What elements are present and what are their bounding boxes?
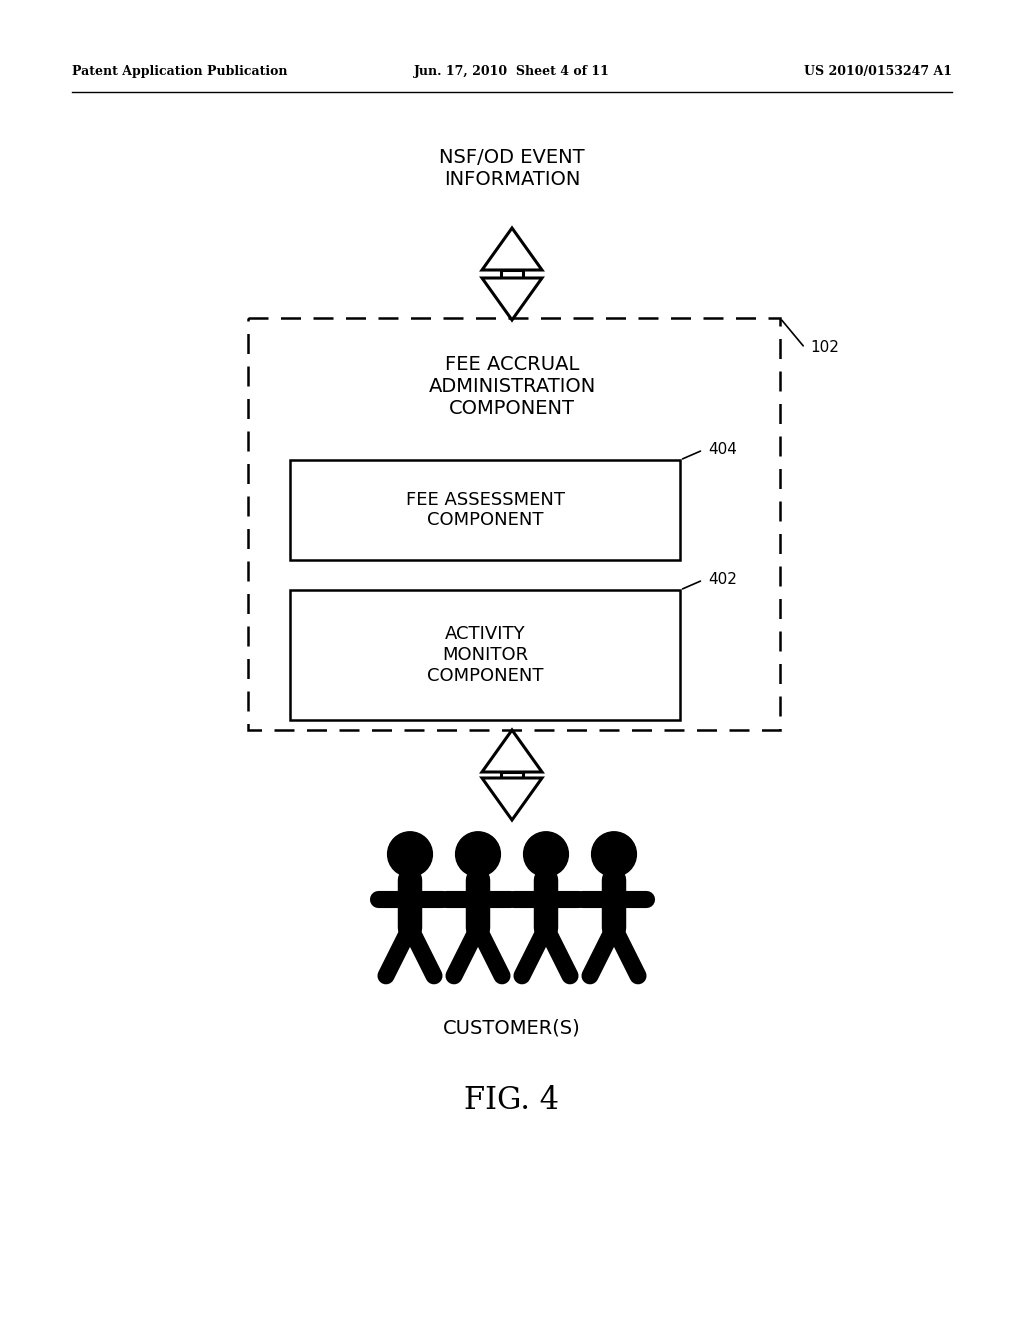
Text: 404: 404	[708, 442, 737, 458]
Text: 102: 102	[810, 341, 839, 355]
Circle shape	[456, 832, 501, 876]
Circle shape	[592, 832, 636, 876]
Text: US 2010/0153247 A1: US 2010/0153247 A1	[804, 66, 952, 78]
Text: FIG. 4: FIG. 4	[465, 1085, 559, 1115]
Polygon shape	[482, 279, 542, 319]
Text: Patent Application Publication: Patent Application Publication	[72, 66, 288, 78]
Bar	[290, 459, 680, 560]
Text: FEE ACCRUAL
ADMINISTRATION
COMPONENT: FEE ACCRUAL ADMINISTRATION COMPONENT	[428, 355, 596, 418]
Bar	[290, 590, 680, 719]
Circle shape	[523, 832, 568, 876]
Text: NSF/OD EVENT
INFORMATION: NSF/OD EVENT INFORMATION	[439, 148, 585, 189]
Circle shape	[388, 832, 432, 876]
Text: FEE ASSESSMENT
COMPONENT: FEE ASSESSMENT COMPONENT	[406, 491, 564, 529]
Polygon shape	[501, 271, 523, 279]
Text: 402: 402	[708, 573, 737, 587]
Text: CUSTOMER(S): CUSTOMER(S)	[443, 1018, 581, 1038]
Polygon shape	[482, 730, 542, 772]
Polygon shape	[482, 777, 542, 820]
Text: Jun. 17, 2010  Sheet 4 of 11: Jun. 17, 2010 Sheet 4 of 11	[414, 66, 610, 78]
Polygon shape	[482, 228, 542, 271]
Bar	[248, 318, 780, 730]
Polygon shape	[501, 772, 523, 777]
Text: ACTIVITY
MONITOR
COMPONENT: ACTIVITY MONITOR COMPONENT	[427, 626, 544, 685]
